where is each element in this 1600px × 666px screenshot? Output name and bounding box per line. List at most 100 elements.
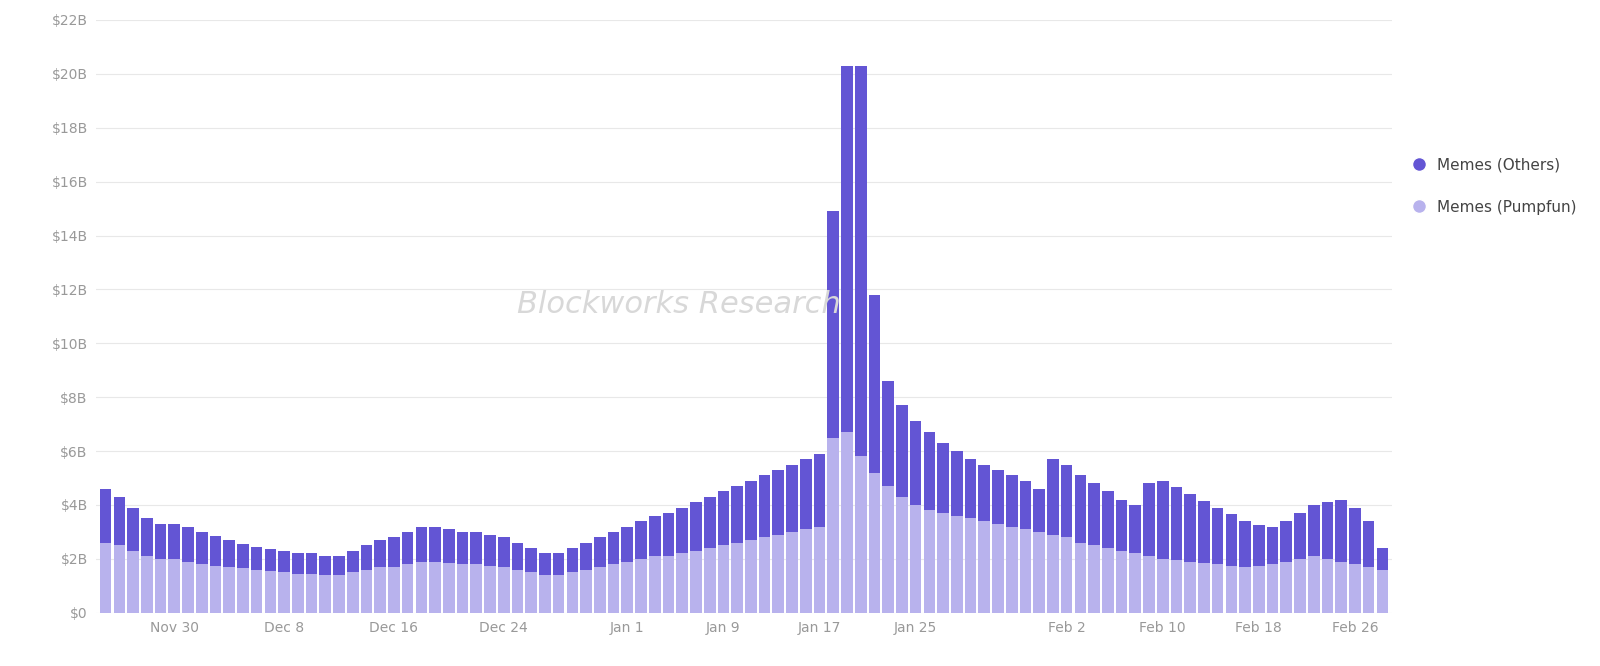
Bar <box>896 405 907 497</box>
Bar <box>512 543 523 569</box>
Bar <box>758 476 771 537</box>
Bar <box>690 502 702 551</box>
Bar <box>938 513 949 613</box>
Bar <box>291 573 304 613</box>
Bar <box>195 564 208 613</box>
Bar <box>374 540 386 567</box>
Bar <box>306 553 317 573</box>
Bar <box>717 492 730 545</box>
Bar <box>1006 476 1018 527</box>
Bar <box>1061 465 1072 537</box>
Bar <box>456 532 469 564</box>
Bar <box>224 540 235 567</box>
Bar <box>374 567 386 613</box>
Bar <box>182 527 194 561</box>
Bar <box>251 547 262 569</box>
Bar <box>525 572 538 613</box>
Bar <box>594 567 606 613</box>
Bar <box>650 556 661 613</box>
Bar <box>360 545 373 569</box>
Bar <box>114 497 125 545</box>
Legend: Memes (Others), Memes (Pumpfun): Memes (Others), Memes (Pumpfun) <box>1413 157 1576 214</box>
Bar <box>1130 553 1141 613</box>
Bar <box>827 438 838 613</box>
Bar <box>264 571 277 613</box>
Bar <box>291 553 304 573</box>
Bar <box>416 527 427 561</box>
Bar <box>1267 564 1278 613</box>
Bar <box>333 556 346 575</box>
Bar <box>1376 569 1389 613</box>
Bar <box>168 523 181 559</box>
Bar <box>443 563 454 613</box>
Bar <box>1294 559 1306 613</box>
Bar <box>1226 514 1237 565</box>
Bar <box>650 515 661 556</box>
Bar <box>389 537 400 567</box>
Bar <box>1376 548 1389 569</box>
Bar <box>731 543 742 613</box>
Bar <box>264 549 277 571</box>
Bar <box>1142 484 1155 556</box>
Bar <box>1157 481 1168 559</box>
Bar <box>662 556 674 613</box>
Bar <box>306 573 317 613</box>
Bar <box>566 548 578 572</box>
Bar <box>512 569 523 613</box>
Bar <box>1363 521 1374 567</box>
Bar <box>786 532 798 613</box>
Bar <box>1307 505 1320 556</box>
Bar <box>621 561 634 613</box>
Bar <box>731 486 742 543</box>
Bar <box>416 561 427 613</box>
Bar <box>1349 507 1360 564</box>
Bar <box>979 465 990 521</box>
Bar <box>1115 551 1128 613</box>
Bar <box>1336 561 1347 613</box>
Bar <box>429 527 442 561</box>
Bar <box>168 559 181 613</box>
Bar <box>704 548 715 613</box>
Bar <box>210 565 221 613</box>
Bar <box>923 432 934 510</box>
Bar <box>539 553 550 575</box>
Bar <box>608 532 619 564</box>
Bar <box>402 564 413 613</box>
Bar <box>594 537 606 567</box>
Text: Blockworks Research: Blockworks Research <box>517 290 842 319</box>
Bar <box>141 518 152 556</box>
Bar <box>1184 561 1197 613</box>
Bar <box>1240 521 1251 567</box>
Bar <box>814 454 826 527</box>
Bar <box>608 564 619 613</box>
Bar <box>1336 500 1347 561</box>
Bar <box>1075 476 1086 543</box>
Bar <box>950 451 963 515</box>
Bar <box>1088 484 1099 545</box>
Bar <box>1198 563 1210 613</box>
Bar <box>635 521 646 559</box>
Bar <box>1019 481 1032 529</box>
Bar <box>251 569 262 613</box>
Bar <box>210 536 221 565</box>
Bar <box>1034 532 1045 613</box>
Bar <box>992 523 1003 613</box>
Bar <box>1280 521 1293 561</box>
Bar <box>525 548 538 572</box>
Bar <box>1322 502 1333 559</box>
Bar <box>1240 567 1251 613</box>
Bar <box>869 295 880 473</box>
Bar <box>1211 507 1224 564</box>
Bar <box>1075 543 1086 613</box>
Bar <box>923 510 934 613</box>
Bar <box>1034 489 1045 532</box>
Bar <box>470 564 482 613</box>
Bar <box>950 515 963 613</box>
Bar <box>854 66 867 456</box>
Bar <box>1046 459 1059 535</box>
Bar <box>1267 527 1278 564</box>
Bar <box>1198 501 1210 563</box>
Bar <box>814 527 826 613</box>
Bar <box>1253 565 1264 613</box>
Bar <box>965 518 976 613</box>
